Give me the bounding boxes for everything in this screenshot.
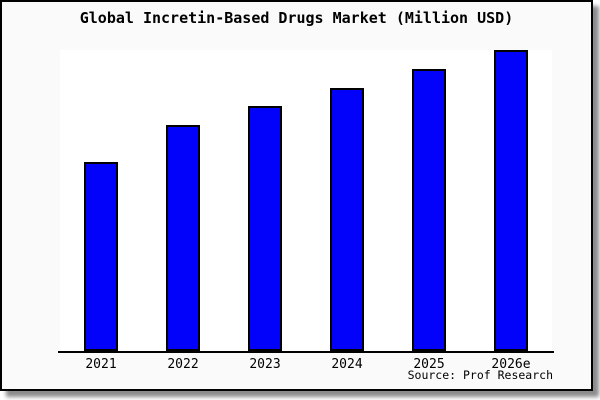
- bar-2023: [248, 106, 282, 351]
- source-note: Source: Prof Research: [407, 368, 553, 382]
- x-tick-label-2022: 2022: [167, 357, 199, 372]
- x-axis-labels: 2021 2022 2023 2024 2025 2026e: [60, 357, 552, 373]
- bar-2025: [412, 69, 446, 351]
- bar-2026e: [494, 50, 528, 351]
- bar-2021: [84, 162, 118, 351]
- x-tick-label-2024: 2024: [331, 357, 363, 372]
- bar-2022: [166, 125, 200, 351]
- chart-title: Global Incretin-Based Drugs Market (Mill…: [79, 9, 514, 27]
- x-axis-line: [58, 351, 554, 353]
- x-tick-label-2026e: 2026e: [491, 357, 531, 372]
- x-tick-label-2025: 2025: [413, 357, 445, 372]
- plot-area: [60, 50, 552, 351]
- chart-frame: Global Incretin-Based Drugs Market (Mill…: [0, 0, 593, 391]
- x-tick-label-2023: 2023: [249, 357, 281, 372]
- bar-2024: [330, 88, 364, 351]
- x-tick-label-2021: 2021: [85, 357, 117, 372]
